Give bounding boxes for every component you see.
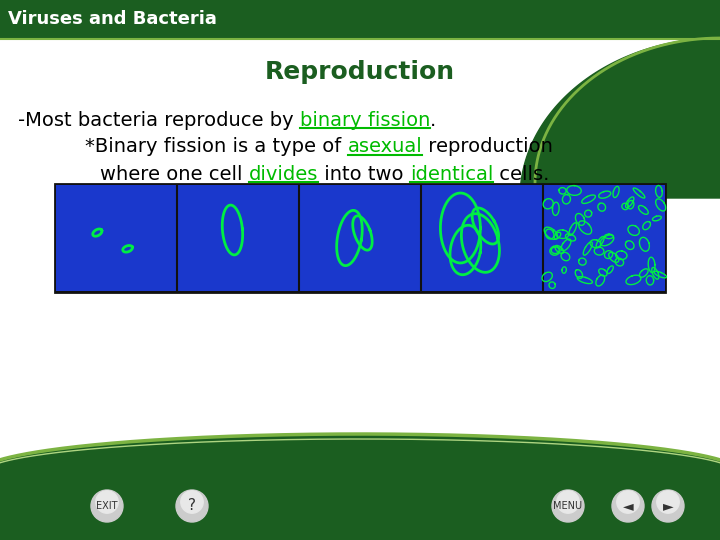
Text: Viruses and Bacteria: Viruses and Bacteria <box>8 10 217 28</box>
Text: if conditions are just right.  This means: if conditions are just right. This means <box>194 219 582 238</box>
Text: into two: into two <box>318 165 410 184</box>
Text: binary fission: binary fission <box>300 111 431 130</box>
Bar <box>0 472 720 540</box>
Circle shape <box>617 491 639 513</box>
Text: .: . <box>588 246 594 265</box>
Circle shape <box>552 490 584 522</box>
Bar <box>56 185 177 291</box>
Text: -Most bacteria reproduce by: -Most bacteria reproduce by <box>18 111 300 130</box>
Text: where one cell: where one cell <box>100 165 248 184</box>
Text: that one cell can become: that one cell can become <box>100 246 354 265</box>
Circle shape <box>557 491 579 513</box>
Text: MENU: MENU <box>554 501 582 511</box>
Text: in just: in just <box>454 246 526 265</box>
Text: identical: identical <box>410 165 493 184</box>
Text: ►: ► <box>662 499 673 513</box>
Text: .: . <box>431 111 436 130</box>
Text: *Some bacteria can double their population every: *Some bacteria can double their populati… <box>85 192 574 211</box>
Polygon shape <box>0 434 720 472</box>
Circle shape <box>96 491 118 513</box>
Text: ?: ? <box>188 498 196 514</box>
Polygon shape <box>520 38 720 198</box>
Text: *Binary fission is a type of: *Binary fission is a type of <box>85 138 348 157</box>
Text: divides: divides <box>248 165 318 184</box>
Circle shape <box>91 490 123 522</box>
Text: 10 hrs: 10 hrs <box>526 246 588 265</box>
Circle shape <box>176 490 208 522</box>
Text: cells.: cells. <box>493 165 549 184</box>
Text: ◄: ◄ <box>623 499 634 513</box>
Text: reproduction: reproduction <box>422 138 553 157</box>
Circle shape <box>181 491 203 513</box>
Bar <box>422 185 543 291</box>
Bar <box>300 185 421 291</box>
Text: asexual: asexual <box>348 138 422 157</box>
Bar <box>178 185 299 291</box>
Text: 20 minutes: 20 minutes <box>85 219 194 238</box>
Bar <box>544 185 665 291</box>
Text: Reproduction: Reproduction <box>265 60 455 84</box>
Text: one billion: one billion <box>354 246 454 265</box>
Text: EXIT: EXIT <box>96 501 118 511</box>
Circle shape <box>652 490 684 522</box>
Circle shape <box>657 491 679 513</box>
Bar <box>55 184 665 292</box>
Circle shape <box>612 490 644 522</box>
Bar <box>0 0 720 38</box>
